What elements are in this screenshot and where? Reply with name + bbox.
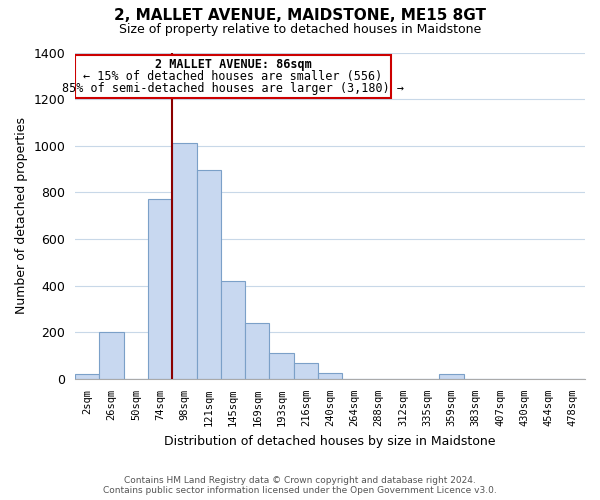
Bar: [221, 281, 245, 379]
Text: 85% of semi-detached houses are larger (3,180) →: 85% of semi-detached houses are larger (…: [62, 82, 404, 95]
Bar: [75, 55, 391, 98]
Text: Size of property relative to detached houses in Maidstone: Size of property relative to detached ho…: [119, 22, 481, 36]
Text: Contains HM Land Registry data © Crown copyright and database right 2024.
Contai: Contains HM Land Registry data © Crown c…: [103, 476, 497, 495]
Bar: [197, 170, 221, 379]
Bar: [172, 144, 197, 379]
Bar: [439, 374, 464, 379]
Bar: [269, 354, 293, 379]
Bar: [148, 200, 172, 379]
Y-axis label: Number of detached properties: Number of detached properties: [15, 117, 28, 314]
Bar: [293, 362, 318, 379]
Text: 2 MALLET AVENUE: 86sqm: 2 MALLET AVENUE: 86sqm: [155, 58, 311, 71]
X-axis label: Distribution of detached houses by size in Maidstone: Distribution of detached houses by size …: [164, 434, 496, 448]
Bar: [100, 332, 124, 379]
Text: ← 15% of detached houses are smaller (556): ← 15% of detached houses are smaller (55…: [83, 70, 383, 83]
Bar: [75, 374, 100, 379]
Text: 2, MALLET AVENUE, MAIDSTONE, ME15 8GT: 2, MALLET AVENUE, MAIDSTONE, ME15 8GT: [114, 8, 486, 22]
Bar: [318, 373, 342, 379]
Bar: [245, 323, 269, 379]
